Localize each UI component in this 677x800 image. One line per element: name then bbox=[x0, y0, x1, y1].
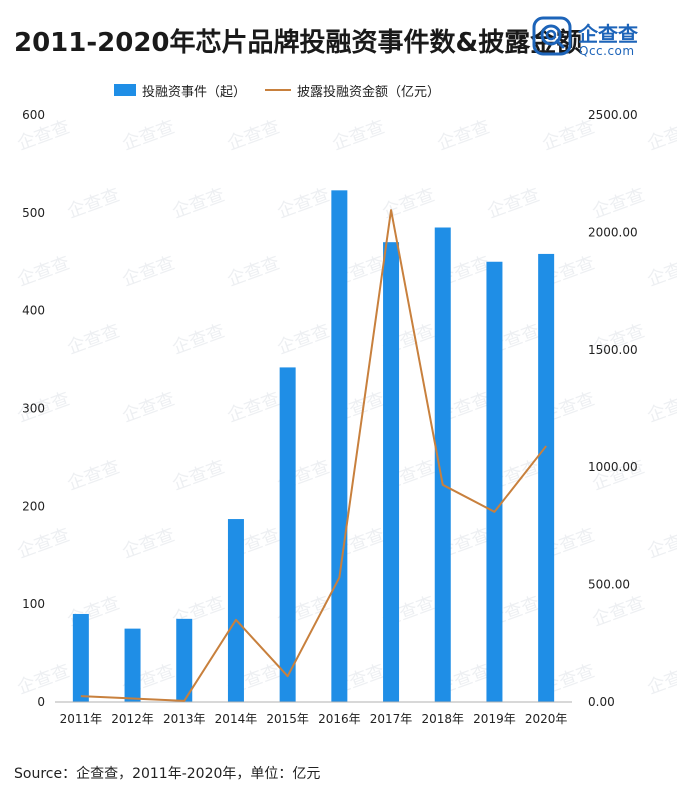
watermark-text-7: 企查查 bbox=[65, 184, 123, 222]
logo-domain: Qcc.com bbox=[579, 44, 635, 58]
y-left-tick-1: 100 bbox=[22, 597, 45, 611]
x-tick-8: 2019年 bbox=[473, 712, 516, 726]
x-tick-9: 2020年 bbox=[525, 712, 568, 726]
watermark-text-35: 企查查 bbox=[65, 456, 123, 494]
watermark-text-23: 企查查 bbox=[275, 320, 333, 358]
watermark-text-11: 企查查 bbox=[485, 184, 543, 222]
watermark-text-14: 企查查 bbox=[15, 252, 73, 290]
qcc-logo-icon bbox=[532, 16, 572, 56]
y-left-tick-4: 400 bbox=[22, 304, 45, 318]
legend-item-amount: 披露投融资金额（亿元） bbox=[265, 80, 465, 100]
watermark-text-10: 企查查 bbox=[380, 184, 438, 222]
y-right-tick-2: 1000.00 bbox=[588, 460, 638, 474]
watermark-text-56: 企查查 bbox=[15, 660, 73, 698]
watermark-text-36: 企查查 bbox=[170, 456, 228, 494]
watermark-text-16: 企查查 bbox=[225, 252, 283, 290]
chart-legend: 投融资事件（起） 披露投融资金额（亿元） bbox=[0, 80, 677, 100]
bar-8 bbox=[486, 261, 503, 702]
x-tick-2: 2013年 bbox=[163, 712, 206, 726]
line-layer bbox=[80, 209, 547, 702]
watermark-text-12: 企查查 bbox=[590, 184, 648, 222]
legend-label-events: 投融资事件（起） bbox=[142, 85, 247, 100]
watermark-text-21: 企查查 bbox=[65, 320, 123, 358]
watermark-text-4: 企查查 bbox=[435, 116, 493, 154]
y-right-tick-3: 1500.00 bbox=[588, 343, 638, 357]
y-left-tick-6: 600 bbox=[22, 108, 45, 122]
legend-item-events: 投融资事件（起） bbox=[114, 80, 274, 100]
watermark-text-20: 企查查 bbox=[645, 252, 677, 290]
bar-5 bbox=[331, 190, 348, 702]
y-axis-left: 0 100 200 300 400 500 600 bbox=[22, 108, 45, 709]
amount-line bbox=[80, 209, 547, 702]
x-tick-6: 2017年 bbox=[370, 712, 413, 726]
watermark-text-22: 企查查 bbox=[170, 320, 228, 358]
y-right-tick-4: 2000.00 bbox=[588, 225, 638, 239]
watermark-text-30: 企查查 bbox=[225, 388, 283, 426]
x-tick-7: 2018年 bbox=[421, 712, 464, 726]
y-right-tick-1: 500.00 bbox=[588, 578, 630, 592]
bar-9 bbox=[538, 253, 555, 702]
watermark-text-15: 企查查 bbox=[120, 252, 178, 290]
y-axis-right: 0.00 500.00 1000.00 1500.00 2000.00 2500.00 bbox=[588, 108, 638, 709]
bar-4 bbox=[279, 367, 296, 702]
y-right-tick-0: 0.00 bbox=[588, 695, 615, 709]
legend-swatch-line bbox=[265, 89, 291, 91]
watermark-text-5: 企查查 bbox=[540, 116, 598, 154]
chart-title: 2011-2020年芯片品牌投融资事件数&披露金额 bbox=[14, 28, 583, 58]
bar-1 bbox=[124, 628, 141, 702]
watermark-text-29: 企查查 bbox=[120, 388, 178, 426]
watermark-text-48: 企查查 bbox=[645, 524, 677, 562]
x-tick-5: 2016年 bbox=[318, 712, 361, 726]
watermark-text-3: 企查查 bbox=[330, 116, 388, 154]
watermark-text-6: 企查查 bbox=[645, 116, 677, 154]
logo-name: 企查查 bbox=[578, 22, 638, 46]
x-axis: 2011年 2012年 2013年 2014年 2015年 2016年 2017年 2018年… bbox=[60, 712, 568, 726]
y-left-tick-3: 300 bbox=[22, 402, 45, 416]
watermark-text-43: 企查查 bbox=[120, 524, 178, 562]
qcc-logo: 企查查 Qcc.com bbox=[532, 14, 672, 64]
y-left-tick-0: 0 bbox=[37, 695, 45, 709]
bar-2 bbox=[176, 618, 193, 702]
x-tick-3: 2014年 bbox=[215, 712, 258, 726]
watermark-text-42: 企查查 bbox=[15, 524, 73, 562]
y-right-tick-5: 2500.00 bbox=[588, 108, 638, 122]
watermark-text-54: 企查查 bbox=[590, 592, 648, 630]
watermark-text-9: 企查查 bbox=[275, 184, 333, 222]
watermark-text-2: 企查查 bbox=[225, 116, 283, 154]
legend-label-amount: 披露投融资金额（亿元） bbox=[297, 85, 441, 100]
y-left-tick-5: 500 bbox=[22, 206, 45, 220]
source-note: Source：企查查，2011年-2020年，单位：亿元 bbox=[14, 766, 321, 782]
bars-layer bbox=[72, 190, 555, 702]
bar-6 bbox=[383, 242, 400, 702]
bar-3 bbox=[227, 519, 244, 702]
bar-0 bbox=[72, 613, 89, 702]
legend-swatch-bar bbox=[114, 84, 136, 96]
watermark-text-62: 企查查 bbox=[645, 660, 677, 698]
x-tick-0: 2011年 bbox=[60, 712, 103, 726]
watermark-text-1: 企查查 bbox=[120, 116, 178, 154]
watermark-text-34: 企查查 bbox=[645, 388, 677, 426]
y-left-tick-2: 200 bbox=[22, 499, 45, 513]
x-tick-1: 2012年 bbox=[111, 712, 154, 726]
bar-7 bbox=[434, 227, 451, 702]
watermark-text-0: 企查查 bbox=[15, 116, 73, 154]
x-tick-4: 2015年 bbox=[266, 712, 309, 726]
watermark-text-8: 企查查 bbox=[170, 184, 228, 222]
